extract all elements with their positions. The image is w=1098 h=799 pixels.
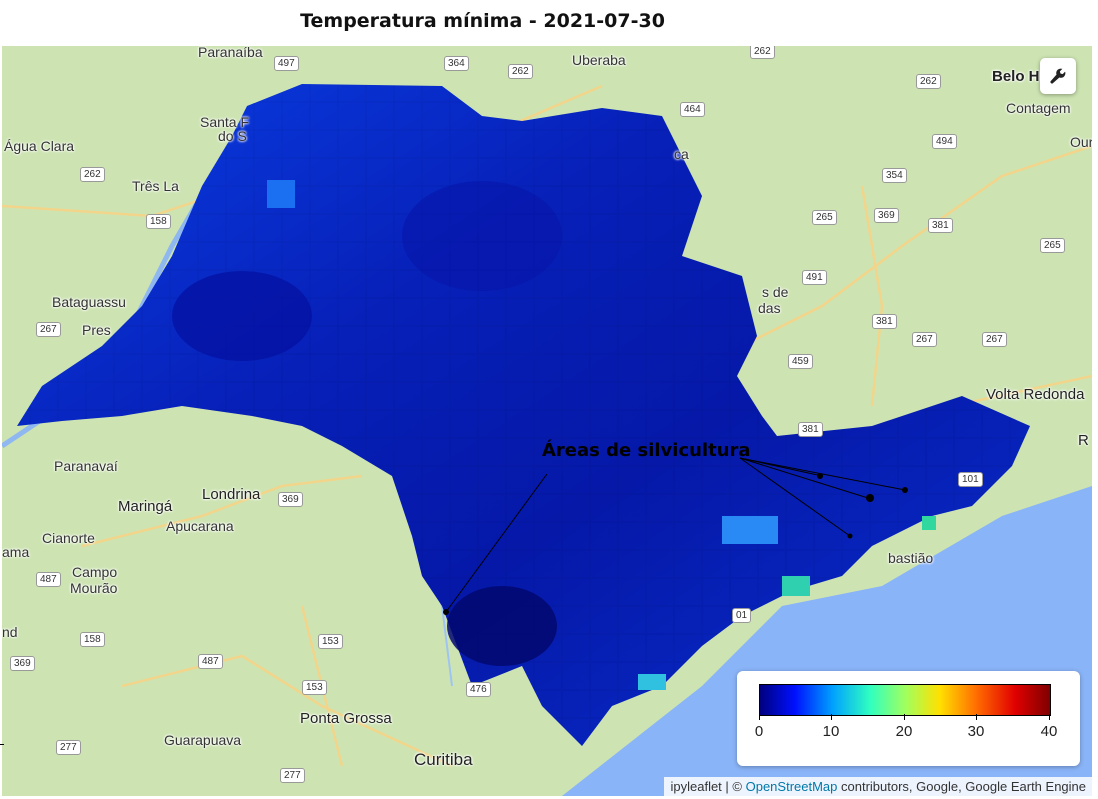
road-shield: 262 [750,46,775,59]
layers-control-button[interactable] [1040,58,1076,94]
road-shield: 491 [802,270,827,285]
place-label: Pres [82,322,111,338]
road-shield: 459 [788,354,813,369]
place-label: Guarapuava [164,732,242,748]
place-label: das [758,300,781,316]
place-label: s de [762,284,789,300]
colorbar-tick-label: 30 [967,723,985,740]
colorbar-tick [831,714,832,720]
place-label: R [1078,432,1089,449]
cold-core-north [402,181,562,291]
colorbar [759,684,1051,716]
road-shield: 381 [798,422,823,437]
colorbar-tick-label: 10 [822,723,840,740]
place-label: Belo H [992,68,1040,85]
warm-pixel [722,516,778,544]
silviculture-points [443,473,908,615]
map-title: Temperatura mínima - 2021-07-30 [300,10,665,32]
road-shield: 267 [36,322,61,337]
place-label: Maringá [118,498,173,515]
colorbar-tick [904,714,905,720]
place-label: Santa F [200,114,250,130]
place-label: Paranaíba [198,46,263,60]
colorbar-tick-label: 0 [754,723,764,740]
road-shield: 158 [80,632,105,647]
road-shield: 369 [874,208,899,223]
road-shield: 265 [812,210,837,225]
road-shield: 354 [882,168,907,183]
road-shield: 369 [10,656,35,671]
place-label: Água Clara [4,138,75,154]
attribution-prefix: ipyleaflet | © [670,779,742,794]
place-label: Apucarana [166,518,234,534]
place-label: Londrina [202,486,261,503]
place-label: Ponta Grossa [300,710,392,727]
cold-core-west [172,271,312,361]
place-label: Três La [132,178,179,194]
colorbar-tick [976,714,977,720]
road-shield: 101 [958,472,983,487]
road-shield: 487 [198,654,223,669]
road-shield: 262 [508,64,533,79]
road-shield: 369 [278,492,303,507]
osm-link[interactable]: OpenStreetMap [745,779,838,794]
colorbar-tick [1049,714,1050,720]
warm-pixel [638,674,666,690]
road-shield: 494 [932,134,957,149]
map-attribution: ipyleaflet | © OpenStreetMap contributor… [664,777,1092,796]
place-label: do S [218,128,247,144]
road-shield: 153 [318,634,343,649]
road-shield: 267 [982,332,1007,347]
place-label: Contagem [1006,100,1071,116]
road-shield: 158 [146,214,171,229]
place-label: Paranavaí [54,458,118,474]
road-shield: 487 [36,572,61,587]
colorbar-tick-label: 20 [895,723,913,740]
place-label: bastião [888,550,934,566]
road-shield: 381 [928,218,953,233]
colorbar-legend: 0 10 20 30 40 [737,671,1080,766]
place-label: ama [2,544,30,560]
warm-pixel [782,576,810,596]
attribution-suffix: contributors, Google, Google Earth Engin… [841,779,1086,794]
place-label: Mourão [70,580,118,596]
annotation-lines [445,457,906,613]
raster-pixel-grid [17,84,1030,746]
place-label: Bataguassu [52,294,126,310]
wrench-icon [1050,68,1066,84]
place-label: Campo [72,564,118,580]
road-shield: 277 [56,740,81,755]
place-label: Curitiba [414,750,473,769]
cold-core-south [447,586,557,666]
road-shield: 476 [466,682,491,697]
map-canvas[interactable] [2,46,1092,796]
road-shield: 267 [912,332,937,347]
colorbar-tick [759,714,760,720]
road-shield: 265 [1040,238,1065,253]
divider [0,744,4,745]
place-label: Uberaba [572,52,626,68]
road-shield: 277 [280,768,305,783]
road-shield: 364 [444,56,469,71]
warm-pixel [267,180,295,208]
place-label: Cianorte [42,530,95,546]
road-shield: 01 [732,608,752,623]
place-label: Our [1070,134,1092,150]
colorbar-tick-label: 40 [1040,723,1058,740]
annotation-label: Áreas de silvicultura [542,440,751,461]
road-shield: 153 [302,680,327,695]
road-shield: 262 [916,74,941,89]
road-shield: 497 [274,56,299,71]
map-view[interactable]: Belo H Contagem Our Paranaíba Uberaba Ág… [2,46,1092,796]
road-shield: 381 [872,314,897,329]
place-label: nd [2,624,18,640]
road-shield: 262 [80,167,105,182]
place-label: Volta Redonda [986,386,1085,403]
warm-pixel [922,516,936,530]
road-shield: 464 [680,102,705,117]
place-label: ca [674,146,689,162]
